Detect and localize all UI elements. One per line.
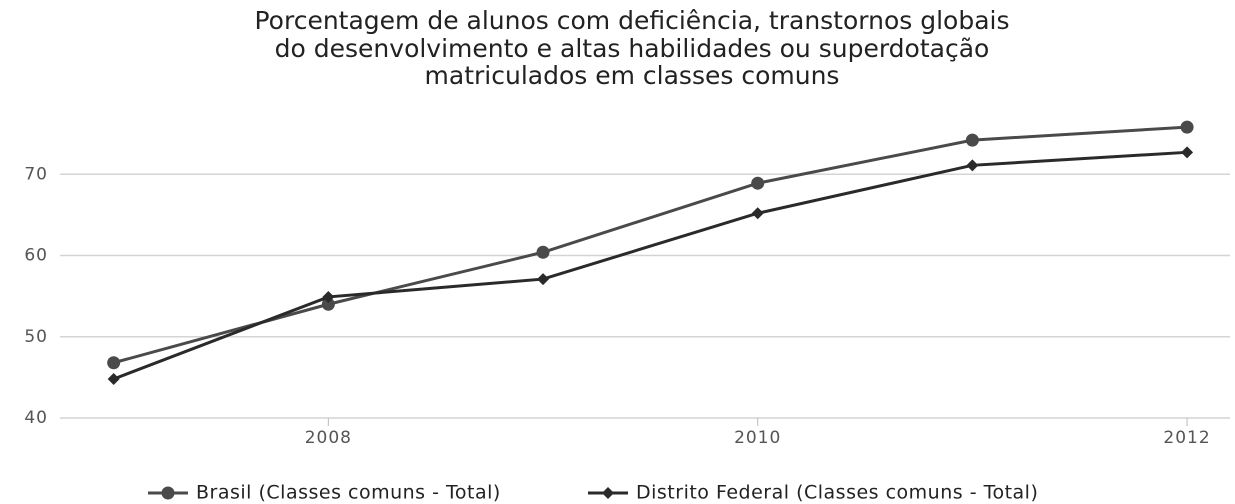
series-line: [113, 150, 1188, 381]
y-tick-label: 50: [24, 327, 48, 347]
chart-title: Porcentagem de alunos com deficiência, t…: [254, 6, 1009, 35]
x-tick-label: 2012: [1163, 428, 1210, 448]
data-point: [322, 290, 335, 303]
data-point: [751, 176, 765, 190]
data-point: [537, 273, 550, 286]
legend-marker: [602, 487, 614, 499]
y-tick-label: 70: [24, 164, 48, 184]
data-point: [1181, 146, 1194, 159]
data-point: [751, 207, 764, 220]
chart-title: do desenvolvimento e altas habilidades o…: [275, 34, 990, 63]
data-point: [966, 159, 979, 172]
y-tick-label: 60: [24, 246, 48, 266]
data-point: [536, 245, 550, 259]
legend-label: Brasil (Classes comuns - Total): [196, 482, 501, 504]
chart-title: matriculados em classes comuns: [425, 61, 840, 90]
data-point: [321, 297, 335, 311]
x-tick-label: 2010: [734, 428, 781, 448]
data-point: [107, 356, 121, 370]
y-tick-label: 40: [24, 408, 48, 428]
data-point: [1180, 120, 1194, 134]
data-point: [107, 373, 120, 385]
legend-marker: [161, 486, 175, 500]
x-tick-label: 2008: [305, 428, 352, 448]
legend-label: Distrito Federal (Classes comuns - Total…: [636, 482, 1038, 504]
data-point: [965, 133, 979, 147]
series-line: [113, 125, 1188, 365]
